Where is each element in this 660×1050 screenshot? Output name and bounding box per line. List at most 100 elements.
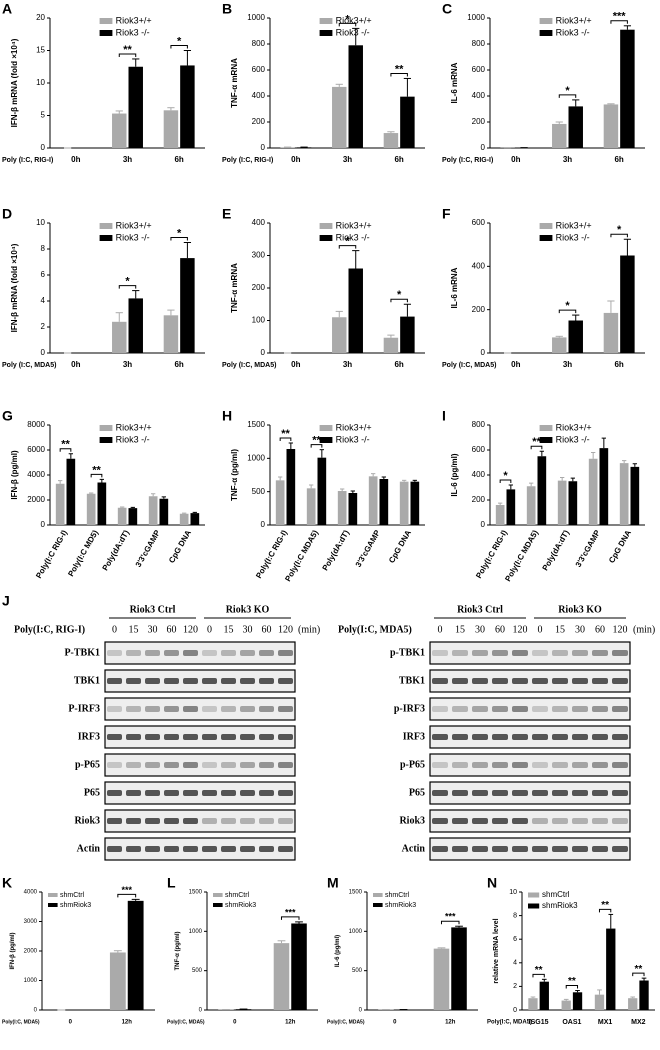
blot-strip <box>104 725 296 749</box>
blot-band <box>612 734 628 740</box>
x-axis-label: Poly (I:C, RIG-I) <box>442 157 493 164</box>
blot-band <box>472 818 488 824</box>
y-tick-label: 500 <box>252 487 266 496</box>
blot-strip <box>104 753 296 777</box>
legend-label: shmCtrl <box>385 892 410 899</box>
legend-label: Riok3 -/- <box>116 232 150 242</box>
blot-strip <box>429 669 631 693</box>
blot-row-label: Riok3 <box>399 815 425 826</box>
bar <box>379 479 389 525</box>
x-tick-label: 6h <box>614 155 623 164</box>
significance-label: ** <box>535 965 543 976</box>
legend-label: Riok3 -/- <box>336 434 370 444</box>
x-tick-label: 3h <box>343 360 352 369</box>
y-axis-label: IL-6 (pg/ml) <box>335 935 341 967</box>
significance-bracket <box>90 473 103 478</box>
blot-band <box>472 678 488 684</box>
x-tick-label: ISG15 <box>529 1019 549 1026</box>
blot-band <box>552 790 568 796</box>
timepoint: 15 <box>224 624 234 635</box>
significance-bracket <box>170 237 188 241</box>
y-axis-label: IFN-β (pg/ml) <box>10 933 16 970</box>
legend-label: Riok3+/+ <box>116 422 152 432</box>
blot-band <box>452 678 468 684</box>
y-tick-label: 1000 <box>24 978 38 984</box>
bar <box>528 998 538 1010</box>
blot-band <box>512 846 528 852</box>
y-tick-label: 400 <box>472 261 486 270</box>
legend-swatch <box>373 903 383 907</box>
bar <box>348 45 363 148</box>
blot-band <box>492 734 508 740</box>
blot-band <box>612 706 628 712</box>
significance-label: * <box>177 35 182 47</box>
blot-band <box>183 846 198 852</box>
x-axis-label: Poly (I:C, MDA5) <box>442 362 496 369</box>
bar <box>603 312 619 353</box>
y-tick-label: 0 <box>481 143 486 152</box>
x-tick-label: 3'3'cGAMP <box>354 528 383 569</box>
x-tick-label: Poly(I:C RIG-I) <box>474 528 509 580</box>
bar <box>163 315 179 353</box>
y-tick-label: 4 <box>41 296 46 305</box>
blot-row-label: Actin <box>77 843 101 854</box>
bar <box>306 488 316 525</box>
bar <box>399 481 409 525</box>
blot-unit: (min) <box>633 624 655 635</box>
bar <box>112 321 127 353</box>
bar <box>620 29 635 149</box>
blot-band <box>512 706 528 712</box>
x-tick-label: Poly(I:C RIG-I) <box>254 528 289 580</box>
blot-band <box>221 762 236 768</box>
timepoint: 120 <box>513 624 528 635</box>
blot-band <box>592 846 608 852</box>
blot-band <box>432 762 448 768</box>
significance-bracket <box>338 245 357 249</box>
blot-strip <box>104 669 296 693</box>
blot-band <box>278 678 293 684</box>
y-axis-label: TNF-α (pg/ml) <box>175 931 181 970</box>
legend-label: Riok3+/+ <box>556 220 592 230</box>
bar <box>117 507 127 525</box>
timepoint: 120 <box>278 624 293 635</box>
blot-band <box>278 706 293 712</box>
blot-strip <box>429 641 631 665</box>
y-tick-label: 300 <box>252 251 266 260</box>
blot-band <box>512 734 528 740</box>
bar <box>112 113 127 148</box>
blot-band <box>492 650 508 656</box>
blot-band <box>164 846 179 852</box>
blot-stimulus: Poly(I:C, MDA5) <box>338 624 412 635</box>
legend-label: shmCtrl <box>542 890 570 899</box>
blot-band <box>592 650 608 656</box>
significance-bracket <box>598 908 612 913</box>
blot-band <box>612 790 628 796</box>
blot-band <box>432 706 448 712</box>
significance-label: ** <box>395 63 404 75</box>
legend-swatch <box>319 437 333 443</box>
blot-group: Riok3 Ctrl <box>130 604 176 615</box>
blot-band <box>472 846 488 852</box>
blot-band <box>126 734 141 740</box>
y-tick-label: 400 <box>252 218 266 227</box>
blot-band <box>240 678 255 684</box>
legend-swatch <box>319 425 333 431</box>
significance-label: *** <box>121 885 132 895</box>
bar <box>526 486 536 525</box>
significance-bracket <box>440 920 460 925</box>
legend-swatch <box>213 893 223 897</box>
blot-band <box>259 650 274 656</box>
y-tick-label: 0 <box>261 520 266 529</box>
panel-label: N <box>487 875 497 891</box>
blot-band <box>492 678 508 684</box>
blot-row-label: IRF3 <box>78 731 100 742</box>
blot-band <box>592 818 608 824</box>
legend-label: Riok3 -/- <box>336 232 370 242</box>
timepoint: 30 <box>243 624 253 635</box>
y-tick-label: 6 <box>513 936 517 943</box>
blot-band <box>221 846 236 852</box>
bar <box>495 505 505 525</box>
significance-bracket <box>390 72 408 77</box>
x-tick-label: 0h <box>71 155 80 164</box>
bar <box>127 900 144 1010</box>
